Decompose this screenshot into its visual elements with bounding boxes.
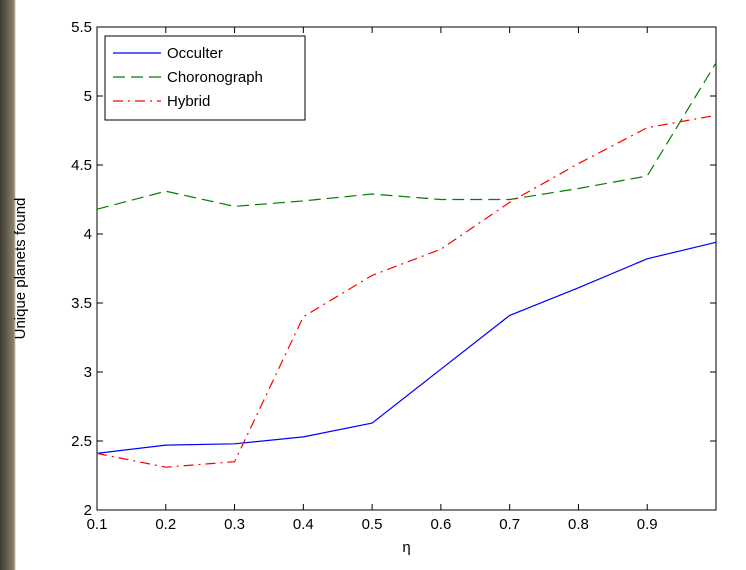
y-tick-label: 4.5: [71, 157, 92, 174]
y-tick-label: 3: [84, 364, 92, 381]
legend-label-occulter: Occulter: [167, 45, 223, 62]
x-tick-label: 0.3: [224, 516, 245, 533]
x-tick-label: 0.2: [155, 516, 176, 533]
x-axis-ticks: 0.1 0.2 0.3 0.4 0.5 0.6 0.7 0.8 0.9: [87, 27, 658, 533]
legend: Occulter Choronograph Hybrid: [104, 35, 306, 121]
x-tick-label: 0.6: [430, 516, 451, 533]
y-tick-label: 5: [84, 88, 92, 105]
series-layer: [96, 62, 717, 468]
series-line-hybrid: [96, 114, 717, 468]
legend-label-choronograph: Choronograph: [167, 69, 263, 86]
y-axis-label: Unique planets found: [12, 198, 29, 340]
y-tick-label: 2.5: [71, 433, 92, 450]
legend-label-hybrid: Hybrid: [167, 93, 210, 110]
series-line-choronograph: [96, 62, 717, 210]
x-tick-label: 0.8: [568, 516, 589, 533]
x-tick-label: 0.1: [87, 516, 108, 533]
x-axis-label: η: [402, 539, 410, 556]
y-tick-label: 2: [84, 502, 92, 519]
x-tick-label: 0.9: [637, 516, 658, 533]
y-axis-ticks: 2 2.5 3 3.5 4 4.5 5 5.5: [71, 19, 716, 519]
series-line-occulter: [96, 241, 717, 454]
legend-entries: Occulter Choronograph Hybrid: [113, 45, 263, 110]
y-tick-label: 5.5: [71, 19, 92, 36]
y-tick-label: 4: [84, 226, 92, 243]
x-tick-label: 0.5: [362, 516, 383, 533]
x-tick-label: 0.7: [499, 516, 520, 533]
x-tick-label: 0.4: [293, 516, 314, 533]
y-tick-label: 3.5: [71, 295, 92, 312]
legend-box: [104, 35, 306, 121]
